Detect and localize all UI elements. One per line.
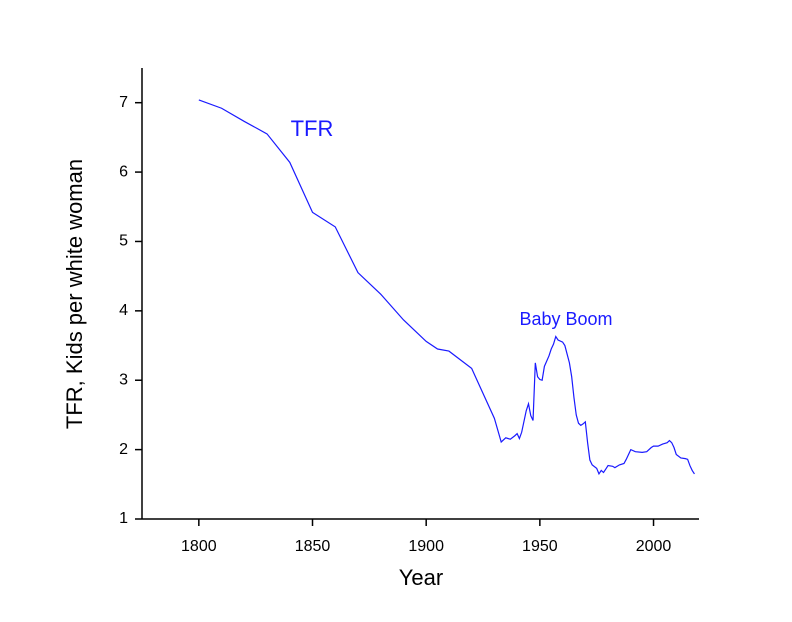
y-tick-label: 6 [119,163,128,180]
x-tick-label: 2000 [636,538,672,555]
x-axis-title: Year [399,565,443,590]
y-tick-label: 4 [119,302,128,319]
y-tick-label: 2 [119,441,128,458]
y-tick-label: 1 [119,510,128,527]
y-tick-label: 5 [119,233,128,250]
annotation: Baby Boom [519,309,612,329]
y-tick-label: 3 [119,371,128,388]
x-tick-label: 1850 [295,538,331,555]
x-tick-label: 1950 [522,538,558,555]
line-series [198,99,695,476]
x-tick-label: 1800 [181,538,217,555]
annotation: TFR [291,116,334,141]
y-axis-title: TFR, Kids per white woman [62,159,87,429]
x-tick-label: 1900 [408,538,444,555]
y-tick-label: 7 [119,94,128,111]
